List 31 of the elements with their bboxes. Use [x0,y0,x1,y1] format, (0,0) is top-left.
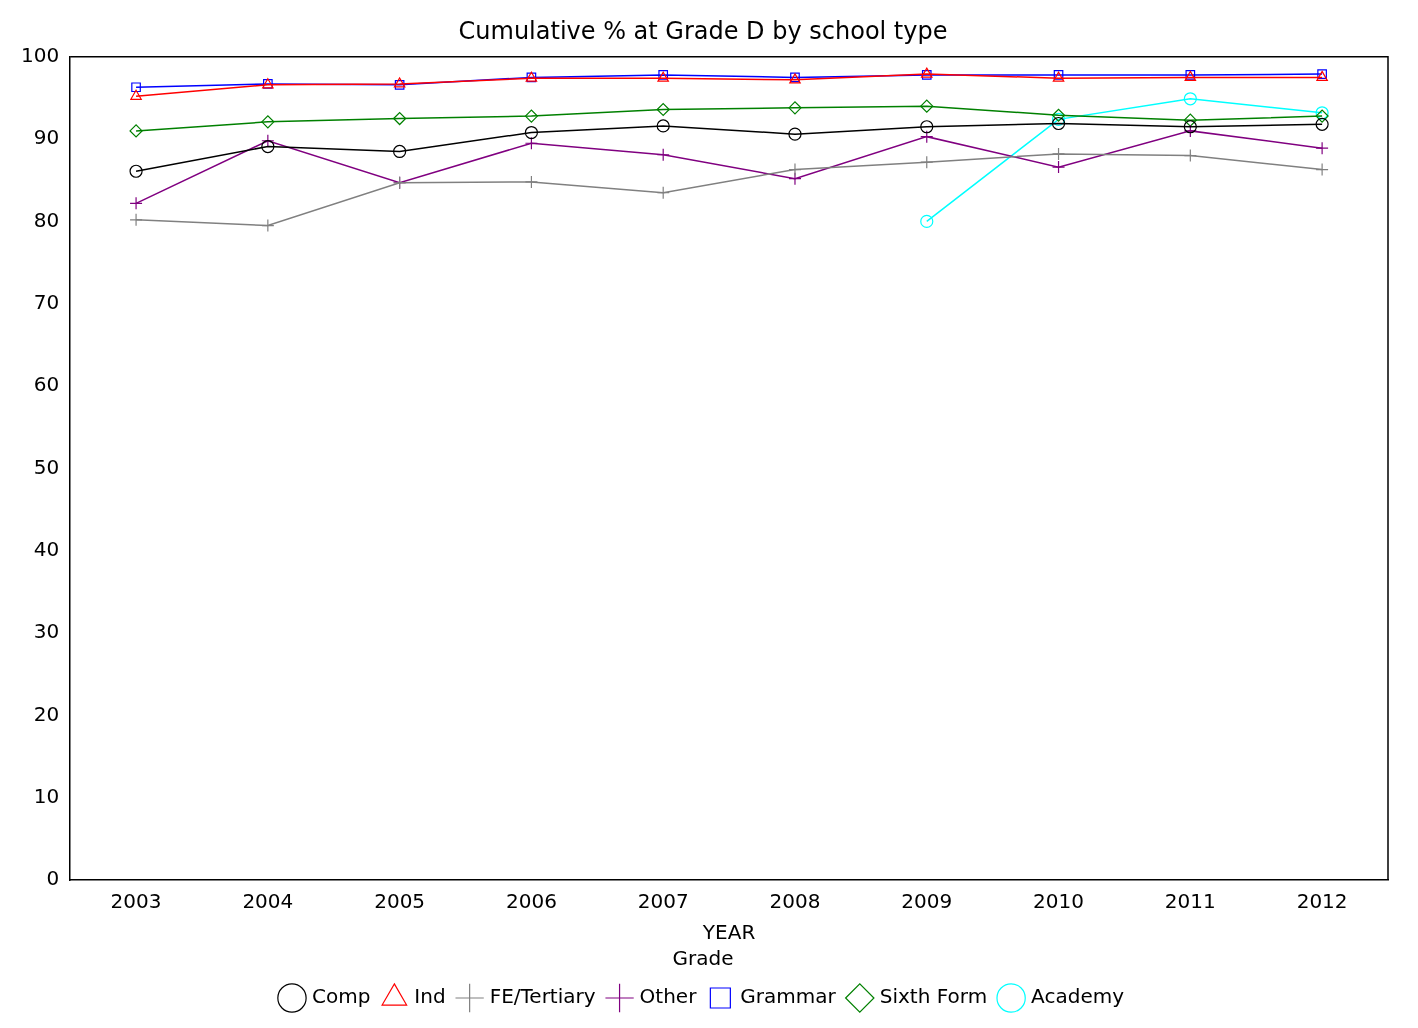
y-tick-label: 40 [33,536,60,561]
y-tick-label: 80 [33,207,60,232]
y-tick-label: 90 [33,125,60,150]
chart-title: Cumulative % at Grade D by school type [458,16,948,45]
x-tick-label: 2005 [374,889,426,914]
y-tick-label: 100 [20,43,60,67]
legend-label: Academy [1031,984,1125,1009]
legend-label: Grammar [740,984,837,1009]
x-axis-title: YEAR [701,920,756,945]
x-tick-label: 2004 [242,889,294,914]
x-tick-label: 2011 [1164,889,1216,914]
y-tick-label: 20 [33,701,60,726]
y-tick-label: 30 [33,619,60,644]
x-tick-label: 2008 [769,889,821,914]
x-tick-label: 2003 [110,889,162,914]
y-tick-label: 10 [33,783,60,808]
y-tick-label: 0 [46,866,60,891]
x-tick-label: 2007 [637,889,689,914]
x-tick-label: 2012 [1296,889,1348,914]
y-tick-label: 60 [33,372,60,397]
legend-title: Grade [672,946,734,971]
y-tick-label: 50 [33,454,60,479]
legend-label: Sixth Form [879,984,988,1009]
legend-label: FE/Tertiary [489,984,596,1009]
x-tick-label: 2010 [1033,889,1084,914]
x-tick-label: 2009 [901,889,953,914]
legend-label: Comp [311,984,371,1009]
x-tick-label: 2006 [505,889,557,914]
y-tick-label: 70 [33,289,60,314]
legend-label: Other [639,984,698,1009]
legend-label: Ind [414,984,446,1009]
